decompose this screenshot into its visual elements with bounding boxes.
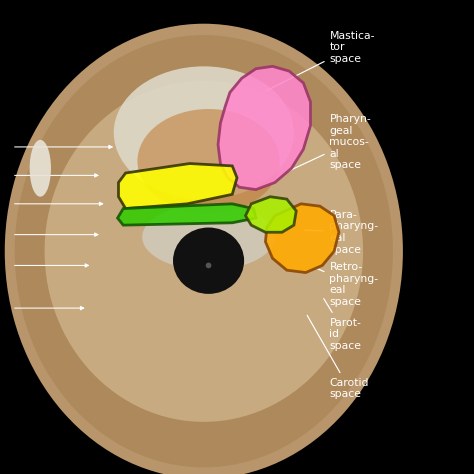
Ellipse shape xyxy=(206,263,211,268)
Ellipse shape xyxy=(142,204,275,270)
Ellipse shape xyxy=(30,140,51,197)
Polygon shape xyxy=(218,66,310,190)
Text: Retro-
pharyng-
eal
space: Retro- pharyng- eal space xyxy=(318,262,379,307)
Ellipse shape xyxy=(137,109,280,213)
Text: Parot-
id
space: Parot- id space xyxy=(324,299,362,351)
Ellipse shape xyxy=(15,35,393,467)
Ellipse shape xyxy=(45,81,363,422)
Text: Pharyn-
geal
mucos-
al
space: Pharyn- geal mucos- al space xyxy=(287,114,371,172)
Ellipse shape xyxy=(5,24,403,474)
Ellipse shape xyxy=(173,228,244,294)
Text: Mastica-
tor
space: Mastica- tor space xyxy=(265,31,375,91)
Ellipse shape xyxy=(114,66,294,199)
Polygon shape xyxy=(265,204,339,273)
Text: Carotid
space: Carotid space xyxy=(307,315,369,400)
Polygon shape xyxy=(118,204,256,225)
Polygon shape xyxy=(246,197,296,232)
Polygon shape xyxy=(118,164,237,209)
Text: Para-
pharyng-
eal
space: Para- pharyng- eal space xyxy=(304,210,379,255)
